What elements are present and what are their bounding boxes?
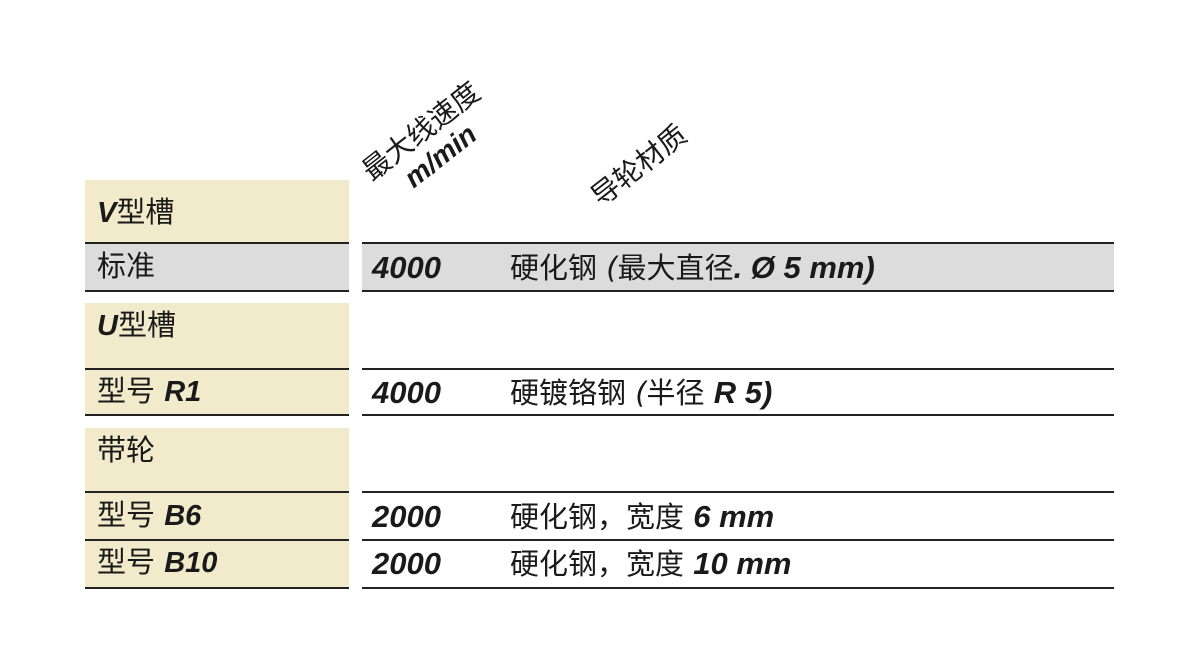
table-row-b6: 2000 硬化钢，宽度 6 mm <box>362 493 1114 540</box>
row-material: 硬化钢，宽度 10 mm <box>510 546 792 581</box>
row-speed: 2000 <box>372 499 441 534</box>
group-u-groove: U型槽 <box>85 303 349 369</box>
group-title: 带轮 <box>97 433 156 467</box>
group-prefix: U <box>97 310 118 342</box>
table-row-r1: 4000 硬镀铬钢 (半径 R 5) <box>362 370 1114 415</box>
header-max-speed: 最大线速度 m/min <box>356 75 505 212</box>
row-material: 硬镀铬钢 (半径 R 5) <box>510 375 773 410</box>
row-material: 硬化钢，宽度 6 mm <box>510 499 775 534</box>
row-material: 硬化钢 (最大直径. Ø 5 mm) <box>510 250 875 285</box>
table-row-r1-label: 型号 R1 <box>85 370 349 415</box>
table-row-b6-label: 型号 B6 <box>85 493 349 540</box>
header-material: 导轮材质 <box>584 117 694 213</box>
group-prefix: V <box>97 197 117 229</box>
group-belt-pulley: 带轮 <box>85 428 349 492</box>
row-speed: 4000 <box>372 375 441 410</box>
table-row-standard-label: 标准 <box>85 244 349 291</box>
group-title: 型槽 <box>117 308 176 342</box>
row-speed: 4000 <box>372 250 441 285</box>
table-row-standard: 4000 硬化钢 (最大直径. Ø 5 mm) <box>362 244 1114 291</box>
table-row-b10: 2000 硬化钢，宽度 10 mm <box>362 541 1114 587</box>
group-v-groove: V型槽 <box>85 180 349 243</box>
group-title: 型槽 <box>116 195 175 229</box>
table-row-b10-label: 型号 B10 <box>85 541 349 587</box>
row-label: 标准 <box>97 249 156 283</box>
row-speed: 2000 <box>372 546 441 581</box>
